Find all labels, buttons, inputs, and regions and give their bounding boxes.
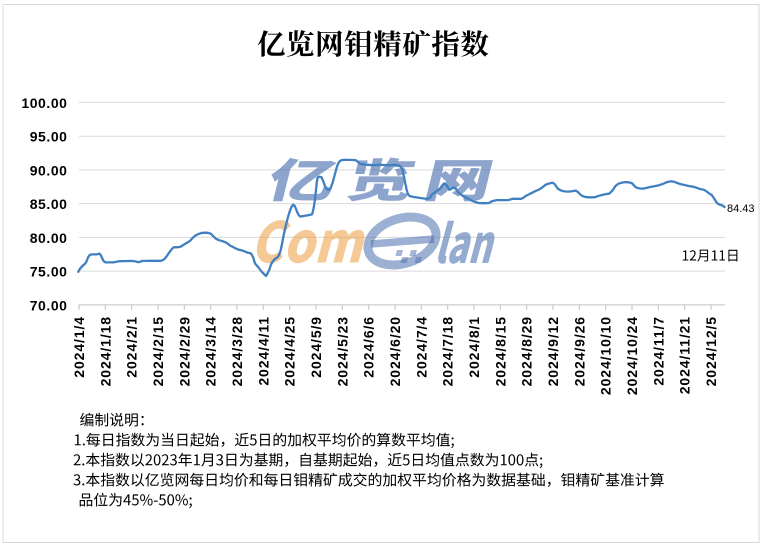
- svg-text:2024/12/5: 2024/12/5: [703, 316, 719, 386]
- svg-text:2024/2/1: 2024/2/1: [124, 316, 140, 378]
- svg-text:2024/9/26: 2024/9/26: [571, 316, 587, 386]
- svg-text:2024/6/6: 2024/6/6: [361, 316, 377, 378]
- svg-text:2024/3/14: 2024/3/14: [203, 316, 219, 386]
- svg-text:100.00: 100.00: [21, 95, 67, 111]
- svg-text:80.00: 80.00: [30, 230, 68, 246]
- svg-text:85.00: 85.00: [30, 196, 68, 212]
- svg-text:75.00: 75.00: [30, 264, 68, 280]
- svg-text:2024/3/28: 2024/3/28: [229, 316, 245, 386]
- svg-text:2024/5/9: 2024/5/9: [308, 316, 324, 378]
- svg-text:2024/7/18: 2024/7/18: [440, 316, 456, 386]
- svg-text:95.00: 95.00: [30, 129, 68, 145]
- svg-text:2024/2/15: 2024/2/15: [150, 316, 166, 386]
- svg-text:2024/10/24: 2024/10/24: [624, 316, 640, 395]
- svg-text:2024/8/29: 2024/8/29: [519, 316, 535, 386]
- svg-text:90.00: 90.00: [30, 162, 68, 178]
- svg-text:2024/7/4: 2024/7/4: [413, 316, 429, 378]
- svg-text:2024/6/20: 2024/6/20: [387, 316, 403, 386]
- svg-text:2024/8/1: 2024/8/1: [466, 316, 482, 378]
- svg-text:2024/1/18: 2024/1/18: [97, 316, 113, 386]
- svg-text:2024/10/10: 2024/10/10: [598, 316, 614, 395]
- svg-text:2024/8/15: 2024/8/15: [492, 316, 508, 386]
- svg-text:2024/9/12: 2024/9/12: [545, 316, 561, 386]
- svg-text:70.00: 70.00: [30, 297, 68, 313]
- svg-text:2024/5/23: 2024/5/23: [334, 316, 350, 386]
- svg-text:2024/4/25: 2024/4/25: [282, 316, 298, 386]
- svg-text:2024/1/4: 2024/1/4: [71, 316, 87, 378]
- svg-text:2024/11/21: 2024/11/21: [677, 316, 693, 394]
- svg-text:2024/11/7: 2024/11/7: [650, 316, 666, 386]
- svg-text:2024/4/11: 2024/4/11: [255, 316, 271, 386]
- svg-text:2024/2/29: 2024/2/29: [176, 316, 192, 386]
- svg-text:84.43: 84.43: [727, 203, 755, 215]
